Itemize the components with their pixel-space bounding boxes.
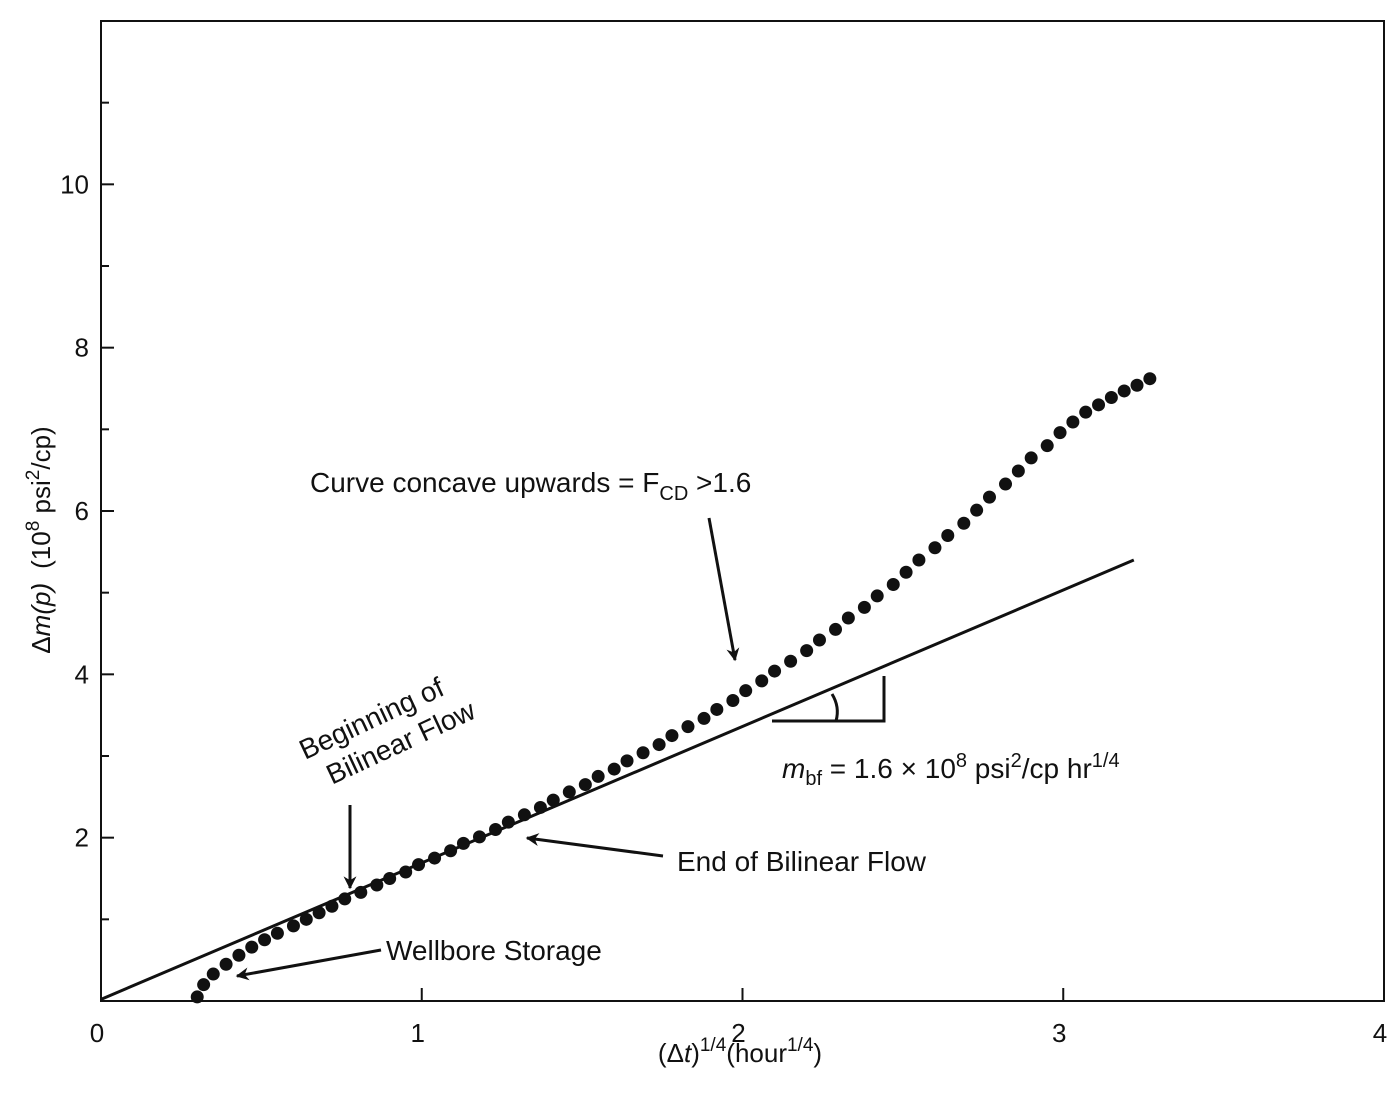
data-point bbox=[562, 785, 576, 799]
x-tick-label: 0 bbox=[90, 1018, 104, 1048]
data-point bbox=[870, 589, 884, 603]
y-tick-label: 2 bbox=[75, 823, 89, 853]
data-point bbox=[1104, 390, 1118, 404]
data-point bbox=[1066, 415, 1080, 429]
data-point bbox=[286, 919, 300, 933]
data-point bbox=[1130, 378, 1144, 392]
data-point bbox=[755, 674, 769, 688]
data-point bbox=[270, 926, 284, 940]
data-point bbox=[299, 912, 313, 926]
data-point bbox=[652, 738, 666, 752]
y-axis-title: Δm(p)(108 psi2/cp) bbox=[23, 426, 56, 653]
data-point bbox=[578, 778, 592, 792]
data-point bbox=[546, 793, 560, 807]
data-point bbox=[665, 729, 679, 743]
data-point bbox=[312, 906, 326, 920]
data-point bbox=[1053, 426, 1067, 440]
data-point bbox=[517, 808, 531, 822]
data-point bbox=[325, 899, 339, 913]
data-point bbox=[941, 529, 955, 542]
data-point bbox=[1040, 439, 1054, 453]
data-point bbox=[338, 892, 352, 906]
data-point bbox=[607, 762, 621, 776]
data-point bbox=[912, 553, 926, 567]
annotation-wellbore: Wellbore Storage bbox=[386, 935, 602, 966]
data-point bbox=[370, 878, 384, 892]
axis-tick-labels: 0 1 2 3 4 2 4 6 8 10 bbox=[60, 169, 1387, 1048]
data-point bbox=[928, 541, 942, 555]
data-point bbox=[957, 516, 971, 530]
x-tick-label: 3 bbox=[1052, 1018, 1066, 1048]
data-point bbox=[841, 611, 855, 625]
data-point bbox=[982, 490, 996, 504]
annotation-slope: mbf = 1.6 × 108 psi2/cp hr1/4 bbox=[782, 750, 1120, 790]
data-point bbox=[710, 702, 724, 716]
data-point bbox=[354, 885, 368, 899]
data-point bbox=[768, 664, 782, 678]
data-point bbox=[219, 957, 233, 971]
annotation-end: End of Bilinear Flow bbox=[677, 846, 927, 877]
data-point bbox=[444, 844, 458, 858]
y-tick-label: 8 bbox=[75, 333, 89, 363]
data-points bbox=[190, 372, 1157, 1004]
y-tick-label: 10 bbox=[60, 169, 89, 199]
data-point bbox=[1079, 405, 1093, 419]
data-point bbox=[197, 978, 211, 992]
data-point bbox=[190, 990, 204, 1004]
data-point bbox=[1024, 451, 1038, 465]
data-point bbox=[533, 800, 547, 814]
data-point bbox=[383, 872, 397, 885]
data-point bbox=[245, 940, 259, 954]
data-point bbox=[1143, 372, 1157, 386]
end-arrow bbox=[525, 833, 664, 858]
annotation-beginning: Beginning of Bilinear Flow bbox=[294, 671, 480, 790]
data-point bbox=[591, 769, 605, 783]
data-point bbox=[857, 600, 871, 614]
data-point bbox=[800, 644, 814, 658]
data-point bbox=[1092, 398, 1106, 412]
data-point bbox=[206, 967, 220, 981]
data-point bbox=[399, 865, 413, 879]
data-point bbox=[258, 933, 272, 947]
data-point bbox=[489, 823, 503, 836]
data-point bbox=[739, 684, 753, 698]
data-point bbox=[1011, 464, 1025, 478]
axis-ticks bbox=[101, 101, 1065, 1001]
concave-arrow bbox=[707, 517, 740, 662]
data-point bbox=[999, 477, 1013, 491]
fit-line bbox=[100, 558, 1135, 1001]
y-tick-label: 6 bbox=[75, 496, 89, 526]
slope-angle-arc bbox=[830, 693, 839, 722]
data-point bbox=[829, 622, 843, 636]
data-point bbox=[428, 851, 442, 865]
data-point bbox=[456, 836, 470, 850]
data-point bbox=[886, 578, 900, 591]
x-tick-label: 1 bbox=[411, 1018, 425, 1048]
data-point bbox=[970, 503, 984, 517]
data-point bbox=[784, 654, 798, 668]
data-point bbox=[726, 693, 740, 707]
data-point bbox=[681, 720, 695, 734]
wellbore-arrow bbox=[235, 948, 382, 981]
y-tick-label: 4 bbox=[75, 659, 89, 689]
data-point bbox=[899, 565, 913, 579]
data-point bbox=[697, 711, 711, 725]
x-tick-label: 2 bbox=[731, 1018, 745, 1048]
x-tick-label: 4 bbox=[1373, 1018, 1387, 1048]
data-point bbox=[620, 754, 634, 768]
data-point bbox=[412, 858, 426, 872]
data-point bbox=[472, 830, 486, 844]
data-point bbox=[636, 746, 650, 760]
data-point bbox=[812, 633, 826, 647]
x-axis-title: (Δt)1/4(hour1/4) bbox=[658, 1035, 822, 1068]
slope-triangle bbox=[772, 676, 886, 723]
data-point bbox=[1117, 384, 1131, 398]
data-point bbox=[232, 948, 246, 962]
data-point bbox=[501, 815, 515, 829]
annotation-concave: Curve concave upwards = FCD >1.6 bbox=[310, 467, 751, 505]
